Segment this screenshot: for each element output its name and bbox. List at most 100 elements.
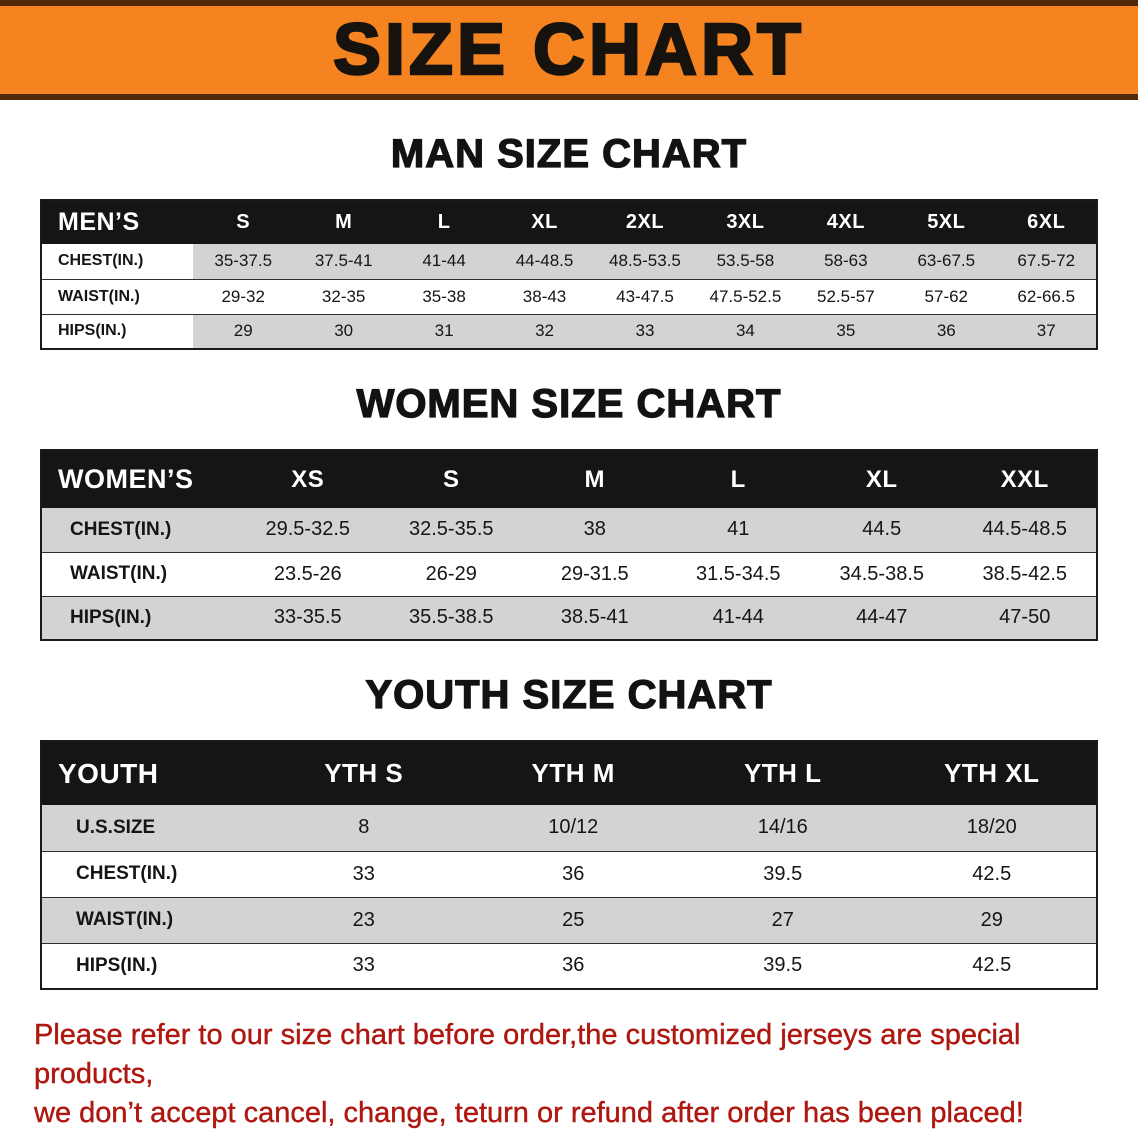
size-value: 23.5-26 bbox=[273, 562, 342, 585]
size-value: 44-48.5 bbox=[515, 251, 574, 271]
size-column-header: S bbox=[442, 465, 460, 493]
size-value: 36 bbox=[562, 954, 585, 977]
size-value: 32 bbox=[535, 321, 554, 341]
table-row: WAIST(IN.) 29-32 32-35 35-38 38-43 43-47.5 47.… bbox=[41, 279, 1097, 314]
size-value: 34 bbox=[735, 321, 755, 341]
row-label: WAIST(IN.) bbox=[76, 909, 174, 930]
size-column-header: XL bbox=[531, 211, 558, 233]
banner-title: SIZE CHART bbox=[332, 10, 805, 90]
table-row: WAIST(IN.) 23.5-26 26-29 29-31.5 31.5-34.5 34… bbox=[41, 552, 1097, 596]
size-value: 47.5-52.5 bbox=[709, 286, 782, 306]
size-value: 47-50 bbox=[999, 606, 1051, 629]
size-value: 36 bbox=[936, 321, 956, 341]
footer-line-1: Please refer to our size chart before or… bbox=[34, 1019, 1021, 1091]
size-column-header: 2XL bbox=[625, 211, 665, 233]
size-value: 36 bbox=[562, 862, 585, 885]
size-column-header: L bbox=[437, 211, 451, 233]
size-column-header: YTH M bbox=[531, 758, 615, 788]
youth-size-chart-heading: YOUTH SIZE CHART bbox=[365, 672, 773, 717]
row-label: WAIST(IN.) bbox=[41, 279, 193, 314]
size-column-header: XXL bbox=[1000, 465, 1049, 493]
size-value: 35.5-38.5 bbox=[408, 606, 494, 629]
table-row: CHEST(IN.) 33 36 39.5 42.5 bbox=[41, 851, 1097, 897]
table-row: HIPS(IN.) 33 36 39.5 42.5 bbox=[41, 943, 1097, 989]
size-value: 63-67.5 bbox=[917, 251, 976, 271]
size-value: 31 bbox=[434, 321, 454, 341]
size-value: 48.5-53.5 bbox=[609, 251, 681, 271]
size-value: 10/12 bbox=[548, 816, 599, 839]
group-label: YOUTH bbox=[58, 757, 159, 789]
women-size-chart-heading: WOMEN SIZE CHART bbox=[356, 381, 782, 426]
row-label: CHEST(IN.) bbox=[76, 863, 178, 884]
size-column-header: YTH XL bbox=[944, 758, 1040, 788]
row-label: HIPS(IN.) bbox=[70, 606, 152, 628]
row-label: WAIST(IN.) bbox=[70, 563, 168, 584]
size-value: 39.5 bbox=[763, 954, 803, 977]
size-value: 38.5-42.5 bbox=[982, 562, 1067, 585]
row-label: CHEST(IN.) bbox=[41, 244, 193, 279]
size-value: 41-44 bbox=[422, 251, 466, 271]
size-value: 42.5 bbox=[972, 954, 1012, 977]
size-column-header: YTH L bbox=[743, 758, 822, 788]
footer-line-2: we don’t accept cancel, change, teturn o… bbox=[34, 1097, 1024, 1130]
size-value: 29 bbox=[980, 908, 1003, 931]
size-value: 8 bbox=[358, 816, 370, 839]
size-value: 38-43 bbox=[522, 286, 567, 306]
size-value: 32.5-35.5 bbox=[408, 518, 494, 541]
size-column-header: YTH S bbox=[324, 758, 404, 788]
youth-size-chart-header-row: YOUTH YTH S YTH M YTH L YTH XL bbox=[41, 741, 1097, 805]
banner: SIZE CHART bbox=[0, 0, 1138, 100]
man-size-chart-heading: MAN SIZE CHART bbox=[390, 131, 748, 176]
size-value: 18/20 bbox=[966, 816, 1017, 839]
footer-note: Please refer to our size chart before or… bbox=[0, 1016, 1138, 1133]
size-value: 39.5 bbox=[763, 862, 803, 885]
table-row: CHEST(IN.) 35-37.5 37.5-41 41-44 44-48.5 48.5… bbox=[41, 244, 1097, 279]
size-value: 14/16 bbox=[757, 816, 808, 839]
table-row: HIPS(IN.) 33-35.5 35.5-38.5 38.5-41 41-44 44-… bbox=[41, 596, 1097, 640]
table-row: WAIST(IN.) 23 25 27 29 bbox=[41, 897, 1097, 943]
women-size-chart-table: WOMEN’S XS S M L XL XXL CHEST(IN.) 29.5-32.5 32.5… bbox=[40, 449, 1098, 641]
size-value: 35-38 bbox=[422, 286, 466, 306]
size-column-header: S bbox=[236, 211, 251, 233]
size-value: 53.5-58 bbox=[716, 251, 775, 271]
size-column-header: L bbox=[730, 465, 746, 493]
size-value: 27 bbox=[771, 908, 794, 931]
size-value: 38 bbox=[583, 518, 606, 541]
size-value: 41-44 bbox=[712, 606, 764, 629]
table-row: CHEST(IN.) 29.5-32.5 32.5-35.5 38 41 44.5 44.5… bbox=[41, 508, 1097, 552]
size-value: 44.5 bbox=[862, 518, 902, 541]
size-value: 26-29 bbox=[425, 562, 477, 585]
size-value: 29.5-32.5 bbox=[265, 518, 350, 541]
size-value: 52.5-57 bbox=[817, 286, 875, 306]
size-value: 37.5-41 bbox=[314, 251, 373, 271]
size-value: 38.5-41 bbox=[560, 606, 629, 629]
size-value: 29-31.5 bbox=[560, 562, 629, 585]
size-value: 29 bbox=[233, 321, 253, 341]
size-value: 35 bbox=[836, 321, 856, 341]
table-row: HIPS(IN.) 29 30 31 32 33 34 35 36 37 bbox=[41, 314, 1097, 349]
size-chart-sections: MAN SIZE CHART MEN’S S M L XL 2XL 3XL 4XL 5XL 6XL C… bbox=[0, 131, 1138, 990]
size-value: 35-37.5 bbox=[214, 251, 273, 271]
size-column-header: M bbox=[584, 465, 605, 493]
size-column-header: 4XL bbox=[826, 211, 865, 233]
row-label: CHEST(IN.) bbox=[70, 518, 172, 540]
size-value: 25 bbox=[562, 908, 585, 931]
size-value: 30 bbox=[334, 321, 354, 341]
size-value: 33 bbox=[635, 321, 655, 341]
table-row: U.S.SIZE 8 10/12 14/16 18/20 bbox=[41, 805, 1097, 851]
size-value: 62-66.5 bbox=[1017, 286, 1076, 306]
size-value: 44.5-48.5 bbox=[982, 518, 1067, 541]
row-label: HIPS(IN.) bbox=[76, 954, 158, 976]
women-size-chart-header-row: WOMEN’S XS S M L XL XXL bbox=[41, 450, 1097, 508]
group-label: MEN’S bbox=[58, 208, 140, 236]
size-value: 33-35.5 bbox=[273, 606, 342, 629]
size-value: 41 bbox=[727, 518, 750, 541]
size-value: 57-62 bbox=[924, 286, 969, 306]
size-value: 43-47.5 bbox=[616, 286, 674, 306]
size-value: 37 bbox=[1036, 321, 1056, 341]
size-value: 67.5-72 bbox=[1017, 251, 1076, 271]
size-column-header: 6XL bbox=[1027, 211, 1066, 233]
size-value: 31.5-34.5 bbox=[695, 562, 781, 585]
size-value: 33 bbox=[352, 954, 375, 977]
